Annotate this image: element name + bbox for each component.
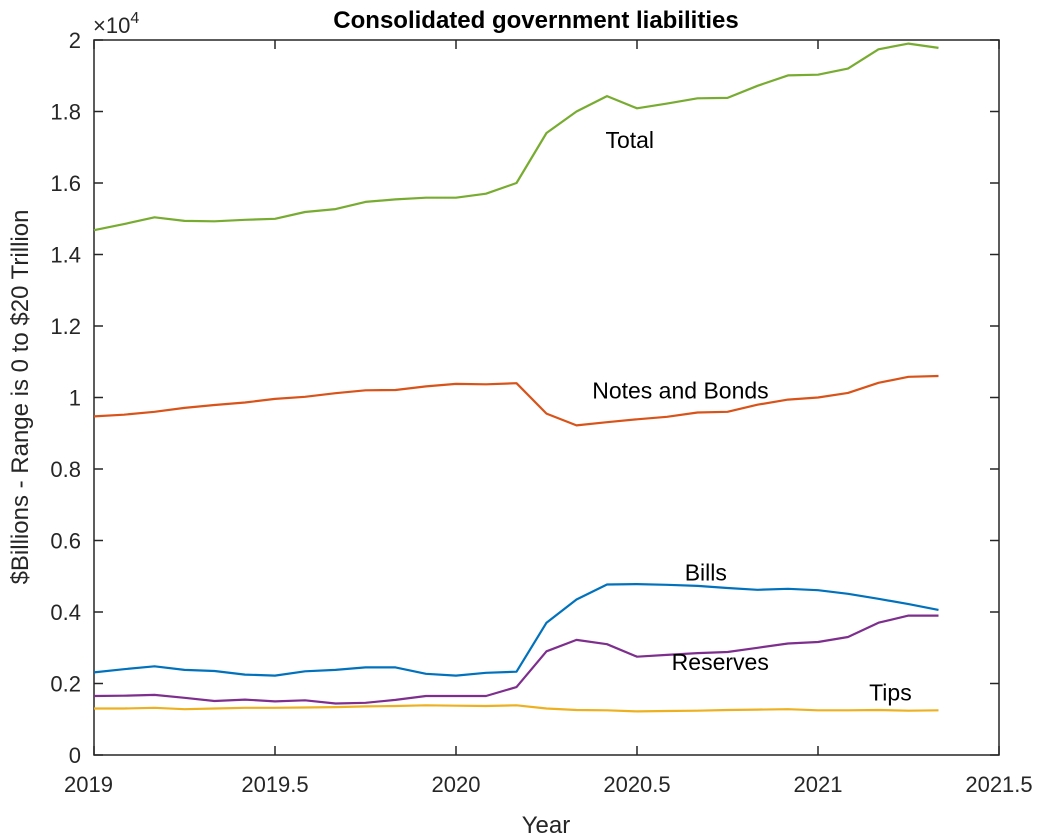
y-exponent: ×104 bbox=[93, 10, 139, 38]
series-lines bbox=[93, 42, 939, 713]
y-tick-label: 1.2 bbox=[50, 314, 81, 339]
y-tick-label: 0.4 bbox=[50, 600, 81, 625]
chart-title: Consolidated government liabilities bbox=[333, 7, 738, 34]
series-line-notes-and-bonds bbox=[93, 374, 939, 427]
x-tick-label: 2019.5 bbox=[241, 772, 308, 797]
y-axis-label: $Billions - Range is 0 to $20 Trillion bbox=[7, 210, 34, 585]
x-tick-label: 2020 bbox=[432, 772, 481, 797]
y-tick-label: 1.6 bbox=[50, 171, 81, 196]
y-exponent-power: 4 bbox=[130, 10, 139, 27]
annotation-bills: Bills bbox=[685, 560, 727, 586]
series-line-bills bbox=[93, 582, 939, 677]
y-exponent-base: ×10 bbox=[93, 13, 130, 38]
svg-text:×104: ×104 bbox=[93, 10, 139, 38]
series-line-total bbox=[93, 42, 939, 232]
annotation-reserves: Reserves bbox=[672, 649, 769, 675]
y-tick-label: 1 bbox=[69, 386, 81, 411]
annotation-total: Total bbox=[605, 127, 654, 153]
axis-ticks: 2019 2019.5 2020 2020.5 2021 2021.5 0 0.2 0.4 0.6… bbox=[50, 28, 1032, 797]
y-tick-label: 1.8 bbox=[50, 100, 81, 125]
series-line-tips bbox=[94, 704, 939, 713]
x-tick-label: 2019 bbox=[64, 772, 113, 797]
y-tick-label: 0 bbox=[69, 743, 81, 768]
y-tick-label: 0.8 bbox=[50, 457, 81, 482]
x-tick-label: 2020.5 bbox=[603, 772, 670, 797]
x-axis-label: Year bbox=[522, 812, 571, 837]
plot-area bbox=[93, 39, 1000, 756]
annotation-notes-and-bonds: Notes and Bonds bbox=[592, 377, 768, 403]
series-line-reserves bbox=[93, 614, 939, 705]
series-annotations: Total Notes and Bonds Bills Reserves Tips bbox=[592, 127, 911, 705]
y-tick-label: 0.6 bbox=[50, 529, 81, 554]
x-tick-label: 2021 bbox=[794, 772, 843, 797]
x-tick-label: 2021.5 bbox=[965, 772, 1032, 797]
y-tick-label: 0.2 bbox=[50, 672, 81, 697]
y-tick-label: 2 bbox=[69, 28, 81, 53]
annotation-tips: Tips bbox=[869, 679, 912, 705]
y-tick-label: 1.4 bbox=[50, 243, 81, 268]
